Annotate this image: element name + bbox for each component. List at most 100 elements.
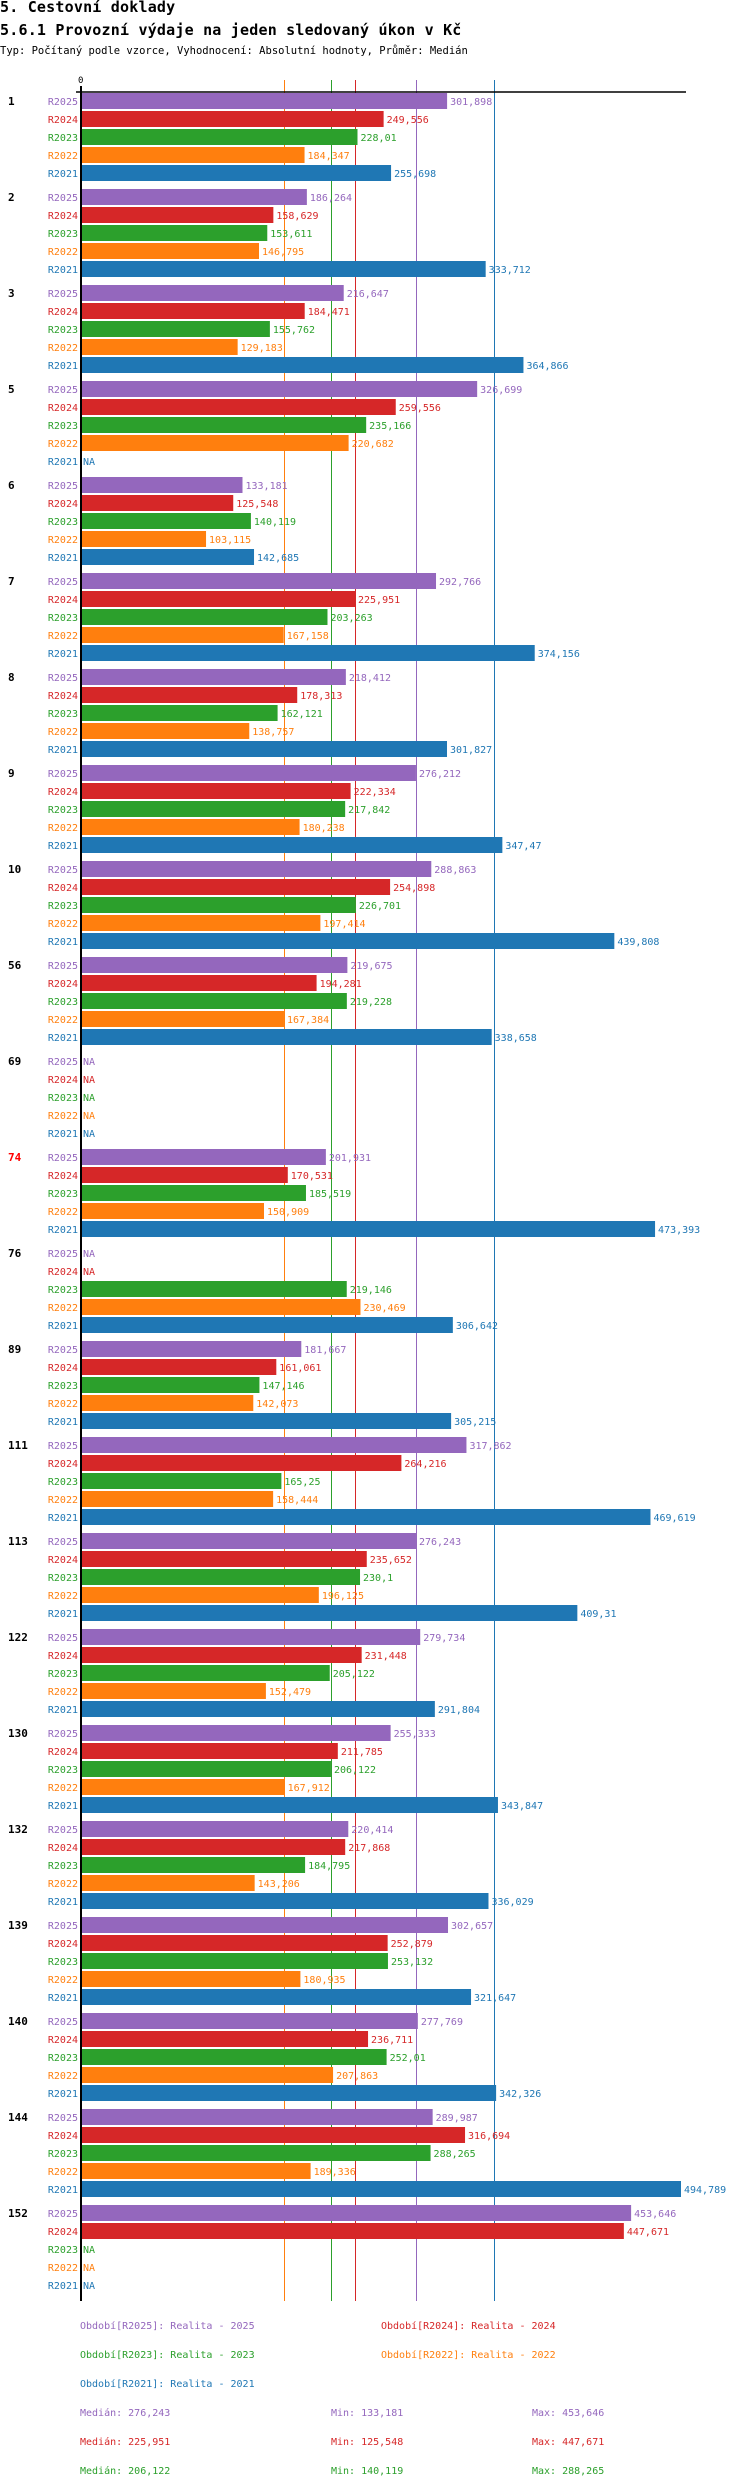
bar-r2022 [82, 339, 238, 355]
series-label: R2024 [48, 1267, 78, 1278]
series-label: R2025 [48, 865, 78, 876]
data-label: 254,898 [393, 883, 435, 894]
bar-r2021 [82, 357, 524, 373]
data-label: 301,898 [450, 97, 492, 108]
series-label: R2025 [48, 2113, 78, 2124]
series-label: R2023 [48, 229, 78, 240]
series-label: R2022 [48, 247, 78, 258]
series-label: R2022 [48, 631, 78, 642]
series-label: R2025 [48, 1057, 78, 1068]
bar-r2024 [82, 687, 298, 703]
data-label: 162,121 [281, 709, 323, 720]
series-label: R2024 [48, 2131, 78, 2142]
data-label: 194,281 [320, 979, 362, 990]
data-label: 150,909 [267, 1207, 309, 1218]
series-label: R2025 [48, 1537, 78, 1548]
bar-r2021 [82, 1029, 492, 1045]
category-label: 74 [8, 1151, 22, 1164]
series-label: R2022 [48, 1975, 78, 1986]
category-label: 56 [8, 959, 22, 972]
series-label: R2024 [48, 1843, 78, 1854]
series-label: R2022 [48, 1879, 78, 1890]
series-label: R2023 [48, 517, 78, 528]
series-label: R2023 [48, 709, 78, 720]
data-label: 180,238 [303, 823, 345, 834]
bar-r2025 [82, 189, 307, 205]
stat-median: Medián: 225,951 [80, 2436, 170, 2448]
data-label: 301,827 [450, 745, 492, 756]
series-label: R2025 [48, 769, 78, 780]
category-label: 130 [8, 1727, 28, 1740]
data-label: 201,931 [329, 1153, 371, 1164]
legend-item-r2025: Období[R2025]: Realita - 2025 [80, 2320, 255, 2332]
bar-r2021 [82, 1413, 452, 1429]
series-label: R2021 [48, 553, 78, 564]
data-label: 235,166 [369, 421, 411, 432]
stat-max: Max: 288,265 [532, 2466, 604, 2477]
bar-r2025 [82, 93, 448, 109]
legend-item-r2024: Období[R2024]: Realita - 2024 [381, 2320, 556, 2332]
data-label: 167,912 [288, 1783, 330, 1794]
data-label: 230,469 [363, 1303, 405, 1314]
series-label: R2025 [48, 1441, 78, 1452]
data-label: 225,951 [358, 595, 400, 606]
series-label: R2021 [48, 361, 78, 372]
bar-r2024 [82, 1743, 338, 1759]
data-label: 203,263 [330, 613, 372, 624]
series-label: R2021 [48, 457, 78, 468]
data-label: 178,313 [300, 691, 342, 702]
data-label: NA [83, 457, 95, 468]
series-label: R2024 [48, 2227, 78, 2238]
bar-r2025 [82, 1725, 391, 1741]
series-label: R2024 [48, 2035, 78, 2046]
data-label: 219,146 [350, 1285, 392, 1296]
data-label: 326,699 [480, 385, 522, 396]
series-label: R2022 [48, 1591, 78, 1602]
data-label: 306,642 [456, 1321, 498, 1332]
data-label: 161,061 [279, 1363, 321, 1374]
data-label: 146,795 [262, 247, 304, 258]
data-label: 158,444 [276, 1495, 318, 1506]
data-label: 333,712 [489, 265, 531, 276]
bar-r2022 [82, 1011, 284, 1027]
data-label: 129,183 [241, 343, 283, 354]
data-label: 220,682 [352, 439, 394, 450]
bar-r2024 [82, 2223, 624, 2239]
series-label: R2022 [48, 1783, 78, 1794]
bar-r2025 [82, 1821, 349, 1837]
series-label: R2025 [48, 961, 78, 972]
bar-r2024 [82, 1167, 288, 1183]
series-label: R2021 [48, 1801, 78, 1812]
series-label: R2021 [48, 169, 78, 180]
data-label: 170,531 [291, 1171, 333, 1182]
data-label: 439,808 [617, 937, 659, 948]
bar-r2022 [82, 1875, 255, 1891]
data-label: NA [83, 1249, 95, 1260]
data-label: 180,935 [303, 1975, 345, 1986]
bar-r2024 [82, 1359, 277, 1375]
series-label: R2021 [48, 1129, 78, 1140]
series-label: R2021 [48, 937, 78, 948]
bar-r2023 [82, 417, 367, 433]
data-label: 255,698 [394, 169, 436, 180]
bar-r2021 [82, 837, 503, 853]
data-label: NA [83, 2281, 95, 2292]
bar-r2025 [82, 2109, 433, 2125]
category-label: 1 [8, 95, 15, 108]
data-label: 374,156 [538, 649, 580, 660]
data-label: 276,243 [419, 1537, 461, 1548]
bar-r2023 [82, 1761, 331, 1777]
series-label: R2022 [48, 343, 78, 354]
bar-r2023 [82, 129, 358, 145]
bar-r2023 [82, 705, 278, 721]
series-label: R2025 [48, 2017, 78, 2028]
data-label: 226,701 [359, 901, 401, 912]
series-label: R2022 [48, 1015, 78, 1026]
bar-r2022 [82, 1587, 319, 1603]
data-label: 205,122 [333, 1669, 375, 1680]
data-label: 305,215 [454, 1417, 496, 1428]
data-label: 252,879 [391, 1939, 433, 1950]
bar-r2023 [82, 1953, 388, 1969]
series-label: R2023 [48, 2053, 78, 2064]
series-label: R2023 [48, 1573, 78, 1584]
